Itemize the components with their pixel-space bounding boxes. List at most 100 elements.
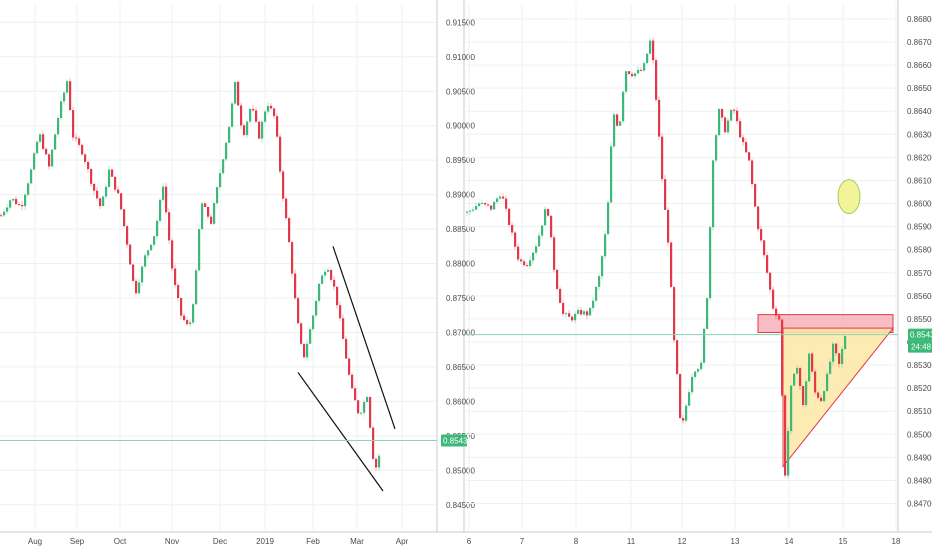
candle xyxy=(526,265,529,267)
candle xyxy=(490,205,493,210)
candle xyxy=(246,121,249,136)
candle xyxy=(285,198,288,219)
candle xyxy=(514,232,517,247)
candle xyxy=(592,300,595,308)
candle xyxy=(303,343,306,358)
candle xyxy=(766,255,769,273)
y-tick-label: 0.85000 xyxy=(446,466,475,475)
candle xyxy=(829,361,832,374)
candle xyxy=(312,315,315,330)
candle xyxy=(240,105,243,126)
x-tick-label: Apr xyxy=(396,537,409,546)
candle xyxy=(120,193,123,210)
candle xyxy=(565,313,568,315)
candle xyxy=(625,71,628,92)
candle xyxy=(177,285,180,299)
candle xyxy=(712,160,715,228)
candle xyxy=(523,261,526,266)
candle xyxy=(84,154,87,162)
candle xyxy=(117,189,120,194)
candle xyxy=(640,69,643,71)
trendline[interactable] xyxy=(297,372,384,492)
candle xyxy=(631,73,634,77)
candle xyxy=(550,215,553,238)
candle xyxy=(18,204,21,206)
candle xyxy=(141,266,144,283)
candle xyxy=(9,200,12,208)
candle xyxy=(664,179,667,210)
candle xyxy=(793,373,796,386)
candle xyxy=(99,198,102,207)
x-tick-label: 2019 xyxy=(256,537,274,546)
candle xyxy=(784,395,787,476)
y-tick-label: 0.91000 xyxy=(446,53,475,62)
candle xyxy=(198,229,201,271)
candle xyxy=(718,108,721,136)
candle xyxy=(736,110,739,122)
candle xyxy=(54,134,57,150)
candle xyxy=(306,343,309,358)
x-tick-label: 8 xyxy=(574,537,579,546)
candle xyxy=(342,318,345,339)
candle xyxy=(51,149,54,167)
candle xyxy=(90,169,93,184)
candle xyxy=(162,186,165,200)
candle xyxy=(201,203,204,230)
candle xyxy=(345,338,348,359)
candle xyxy=(294,273,297,299)
candle xyxy=(838,353,841,365)
candle xyxy=(21,204,24,207)
y-tick-label: 0.84700 xyxy=(907,500,932,509)
candle xyxy=(808,353,811,382)
candle xyxy=(574,313,577,321)
candle xyxy=(703,328,706,363)
candle xyxy=(180,298,183,316)
candle xyxy=(754,184,757,207)
triangle-pattern[interactable] xyxy=(782,327,895,469)
candle xyxy=(297,298,300,324)
trendline[interactable] xyxy=(332,246,396,430)
candle xyxy=(691,376,694,393)
candle xyxy=(192,304,195,323)
x-tick-label: Mar xyxy=(350,537,364,546)
candle xyxy=(249,108,252,122)
candle xyxy=(204,203,207,207)
candle xyxy=(375,458,378,468)
candle xyxy=(174,268,177,286)
candle xyxy=(357,400,360,414)
candle xyxy=(129,244,132,265)
candle xyxy=(694,371,697,377)
candle xyxy=(291,242,294,274)
candle xyxy=(742,137,745,143)
candle xyxy=(243,125,246,136)
candle xyxy=(351,374,354,389)
y-tick-label: 0.90500 xyxy=(446,87,475,96)
x-tick-label: 18 xyxy=(892,537,901,546)
candle xyxy=(649,40,652,54)
candle xyxy=(126,226,129,245)
candle xyxy=(835,343,838,354)
candle xyxy=(366,397,369,403)
candle xyxy=(844,335,847,349)
candle xyxy=(481,202,484,204)
candle xyxy=(186,320,189,325)
candle xyxy=(123,209,126,227)
candle xyxy=(679,374,682,419)
candle xyxy=(562,302,565,314)
candle xyxy=(511,225,514,233)
ellipse-marker[interactable] xyxy=(837,179,861,215)
y-tick-label: 0.88000 xyxy=(446,260,475,269)
x-tick-label: 6 xyxy=(467,537,472,546)
candle xyxy=(532,252,535,261)
candle xyxy=(478,203,481,207)
candle xyxy=(508,208,511,226)
candle xyxy=(529,260,532,267)
